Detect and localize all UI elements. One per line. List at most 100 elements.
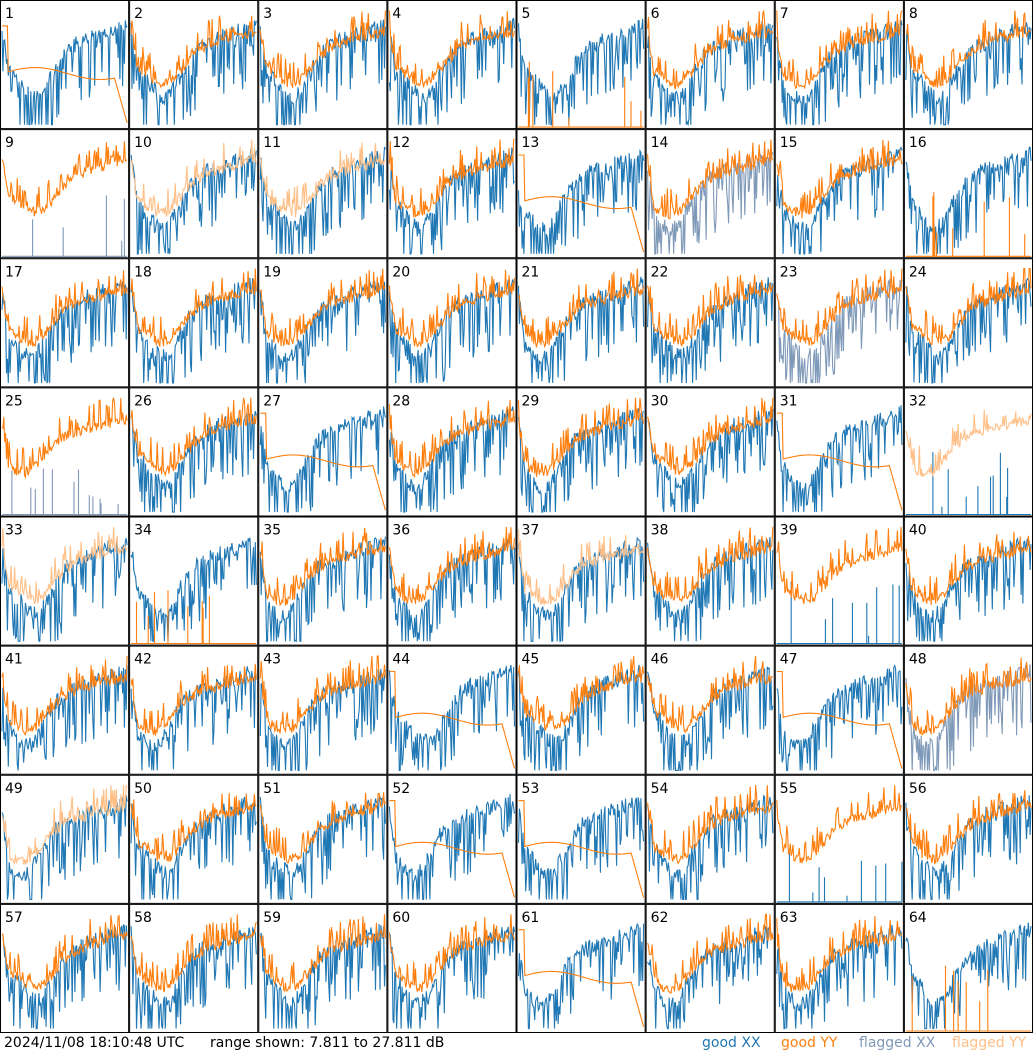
panel-6: 6 [645,0,775,130]
panel-label: 24 [909,264,927,280]
panel-frame [258,903,388,1033]
panel-frame [0,645,130,775]
panel-label: 27 [263,393,281,409]
panel-label: 32 [909,393,927,409]
panel-label: 18 [134,264,152,280]
panel-62: 62 [645,903,775,1033]
xx-trace-29 [517,408,645,513]
xx-trace-9 [2,195,128,257]
yy-trace-43 [259,655,386,734]
xx-trace-31 [776,405,903,513]
legend-flagged-xx: flagged XX [859,1035,936,1051]
panel-47: 47 [774,645,904,775]
panel-label: 28 [392,393,410,409]
panel-frame [645,0,775,130]
panel-56: 56 [903,774,1033,904]
xx-trace-7 [776,20,903,126]
panel-frame [774,129,904,259]
yy-trace-30 [647,397,774,475]
panel-frame [0,0,130,130]
panel-label: 26 [134,393,152,409]
panel-frame [387,387,517,517]
panel-54: 54 [645,774,775,904]
panel-38: 38 [645,516,775,646]
panel-label: 30 [651,393,669,409]
panel-label: 10 [134,135,152,151]
panel-2: 2 [129,0,259,130]
panel-8: 8 [903,0,1033,130]
panel-frame [387,645,517,775]
panel-35: 35 [258,516,388,646]
panel-label: 63 [780,910,798,926]
panel-frame [258,645,388,775]
panel-label: 57 [5,910,23,926]
panel-label: 11 [263,135,281,151]
panel-37: 37 [516,516,646,646]
panel-42: 42 [129,645,259,775]
panel-frame [129,645,259,775]
panel-45: 45 [516,645,646,775]
yy-trace-37 [517,529,645,605]
panel-label: 29 [522,393,540,409]
panel-27: 27 [258,387,388,517]
footer: 2024/11/08 18:10:48 UTC range shown: 7.8… [0,1033,1033,1053]
xx-trace-27 [259,406,386,513]
panel-label: 50 [134,781,152,797]
panel-10: 10 [129,129,259,259]
panel-frame [129,903,259,1033]
panel-frame [774,903,904,1033]
panel-4: 4 [387,0,517,130]
yy-trace-24 [905,268,1032,345]
panel-label: 58 [134,910,152,926]
panel-12: 12 [387,129,517,259]
yy-trace-6 [647,9,774,90]
yy-trace-35 [259,527,386,607]
xx-trace-21 [517,276,645,384]
panel-frame [387,903,517,1033]
yy-trace-34 [131,590,257,645]
panel-frame [258,774,388,904]
panel-frame [0,387,130,517]
panel-label: 59 [263,910,281,926]
legend-good-yy: good YY [781,1035,838,1051]
panel-40: 40 [903,516,1033,646]
panel-16: 16 [903,129,1033,259]
xx-trace-49 [1,795,128,901]
panel-label: 5 [522,6,531,22]
panel-15: 15 [774,129,904,259]
panel-51: 51 [258,774,388,904]
yy-trace-42 [130,663,257,736]
panel-frame [129,774,259,904]
panel-frame [645,774,775,904]
yy-trace-19 [259,268,386,347]
panel-48: 48 [903,645,1033,775]
panel-label: 55 [780,781,798,797]
panel-label: 38 [651,523,669,539]
panel-9: 9 [0,129,130,259]
panel-label: 61 [522,910,540,926]
yy-trace-51 [259,792,386,864]
yy-trace-21 [518,268,645,349]
panel-18: 18 [129,258,259,388]
panel-label: 64 [909,910,927,926]
panel-label: 3 [263,6,272,22]
yy-trace-5 [518,61,644,128]
panel-17: 17 [0,258,130,388]
legend-flagged-yy: flagged YY [952,1035,1027,1051]
panel-61: 61 [516,903,646,1033]
panel-label: 14 [651,135,669,151]
panel-frame [645,516,775,646]
xx-trace-52 [388,793,516,901]
panel-label: 44 [392,652,410,668]
yy-trace-58 [130,914,257,993]
panel-11: 11 [258,129,388,259]
panel-39: 39 [774,516,904,646]
xx-trace-32 [905,452,1031,516]
panel-frame [645,903,775,1033]
xx-trace-47 [776,664,903,771]
panel-label: 52 [392,781,410,797]
panel-frame [774,258,904,388]
panel-label: 19 [263,264,281,280]
panel-label: 62 [651,910,669,926]
panel-label: 46 [651,652,669,668]
